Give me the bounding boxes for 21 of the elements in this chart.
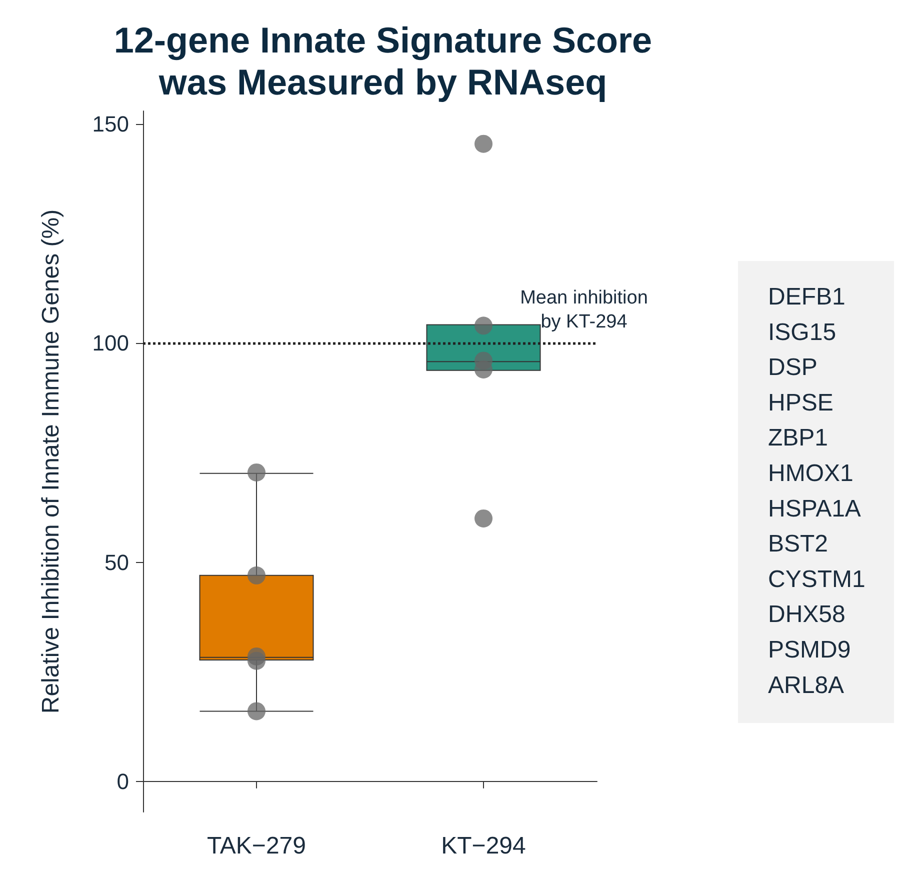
- y-axis-title: Relative Inhibition of Innate Immune Genes (%): [38, 209, 64, 714]
- y-tick-label: 0: [116, 768, 129, 794]
- ref-line-label: Mean inhibition by KT-294: [520, 288, 648, 333]
- text: BST2: [768, 530, 828, 558]
- text: PSMD9: [768, 636, 851, 664]
- chart-title: 12-gene Innate Signature Score was Measured by RNAseq: [114, 20, 652, 102]
- text: HSPA1A: [768, 495, 861, 522]
- text: HMOX1: [768, 460, 854, 487]
- text: HPSE: [768, 389, 834, 416]
- text: CYSTM1: [768, 566, 866, 593]
- x-tick-label: KT−294: [441, 832, 526, 860]
- x-tick-label: TAK−279: [207, 832, 306, 860]
- y-tick-label: 150: [92, 112, 129, 137]
- text: DEFB1: [768, 284, 846, 310]
- text: ISG15: [768, 318, 836, 346]
- text: DHX58: [768, 601, 846, 628]
- text: DSP: [768, 354, 818, 382]
- text: ARL8A: [768, 672, 844, 699]
- y-tick-label: 50: [104, 550, 129, 575]
- text: ZBP1: [768, 424, 828, 452]
- y-tick-label: 100: [92, 330, 129, 356]
